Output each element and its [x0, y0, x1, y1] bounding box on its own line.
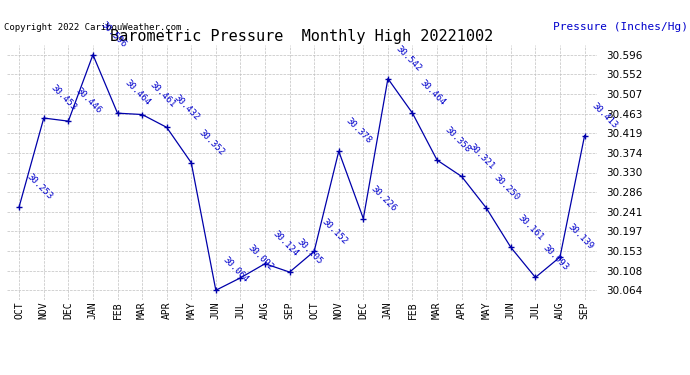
Text: 30.105: 30.105: [295, 237, 324, 267]
Text: 30.453: 30.453: [49, 83, 79, 112]
Text: Pressure (Inches/Hg): Pressure (Inches/Hg): [553, 22, 689, 32]
Text: 30.139: 30.139: [566, 222, 595, 252]
Text: 30.413: 30.413: [590, 101, 620, 130]
Text: 30.358: 30.358: [442, 125, 472, 154]
Text: Copyright 2022 CaribouWeather.com: Copyright 2022 CaribouWeather.com: [4, 23, 181, 32]
Text: 30.226: 30.226: [369, 184, 398, 213]
Text: 30.461: 30.461: [148, 80, 177, 109]
Text: 30.352: 30.352: [197, 128, 226, 157]
Text: 30.092: 30.092: [246, 243, 275, 272]
Text: 30.093: 30.093: [541, 243, 570, 272]
Text: 30.464: 30.464: [418, 78, 447, 108]
Text: 30.542: 30.542: [393, 44, 423, 73]
Text: 30.378: 30.378: [344, 117, 373, 146]
Text: 30.432: 30.432: [172, 93, 201, 122]
Text: 30.596: 30.596: [99, 20, 128, 49]
Text: 30.464: 30.464: [123, 78, 152, 108]
Title: Barometric Pressure  Monthly High 20221002: Barometric Pressure Monthly High 2022100…: [110, 29, 493, 44]
Text: 30.124: 30.124: [270, 229, 299, 258]
Text: 30.152: 30.152: [319, 217, 349, 246]
Text: 30.253: 30.253: [25, 172, 54, 201]
Text: 30.446: 30.446: [74, 86, 103, 116]
Text: 30.064: 30.064: [221, 255, 250, 285]
Text: 30.250: 30.250: [492, 173, 521, 202]
Text: 30.161: 30.161: [516, 213, 546, 242]
Text: 30.321: 30.321: [467, 142, 496, 171]
